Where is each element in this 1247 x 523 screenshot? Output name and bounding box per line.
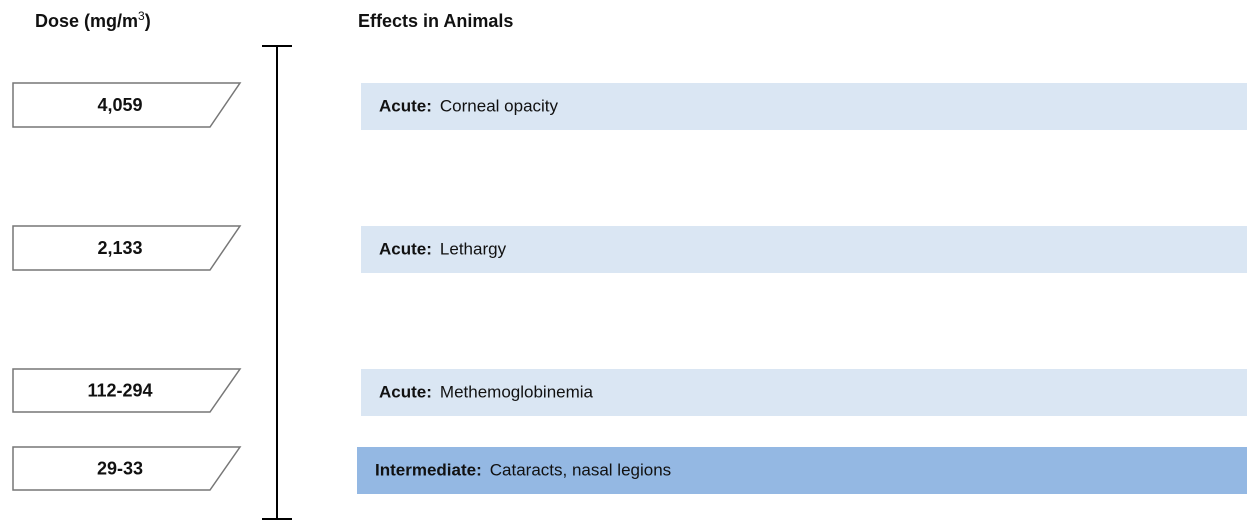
effect-text: Acute: Lethargy [379, 240, 507, 259]
dose-value: 4,059 [97, 95, 142, 115]
effects-header: Effects in Animals [358, 11, 513, 31]
effect-description: Lethargy [440, 240, 507, 259]
effect-bar [361, 369, 1247, 416]
dose-header-sup: 3 [138, 9, 145, 23]
dose-box [12, 446, 242, 491]
dose-box [12, 225, 242, 271]
dose-box [12, 368, 242, 413]
effect-category: Acute: [379, 383, 432, 402]
dose-header: Dose (mg/m3) [35, 9, 151, 31]
effect-bar [361, 83, 1247, 130]
effect-category: Acute: [379, 97, 432, 116]
effect-description: Corneal opacity [440, 97, 559, 116]
dose-header-suffix: ) [145, 11, 151, 31]
dose-value: 29-33 [97, 458, 143, 478]
effect-description: Methemoglobinemia [440, 383, 594, 402]
effect-description: Cataracts, nasal legions [490, 461, 671, 480]
dose-header-text: Dose (mg/m [35, 11, 138, 31]
effect-text: Intermediate: Cataracts, nasal legions [375, 461, 671, 480]
effect-bar [361, 226, 1247, 273]
dose-value: 112-294 [87, 380, 152, 400]
effect-text: Acute: Corneal opacity [379, 97, 559, 116]
dose-box [12, 82, 242, 128]
effect-text: Acute: Methemoglobinemia [379, 383, 594, 402]
effect-category: Acute: [379, 240, 432, 259]
effect-bar [357, 447, 1247, 494]
effect-category: Intermediate: [375, 461, 482, 480]
scale-line [262, 45, 292, 520]
dose-value: 2,133 [97, 238, 142, 258]
